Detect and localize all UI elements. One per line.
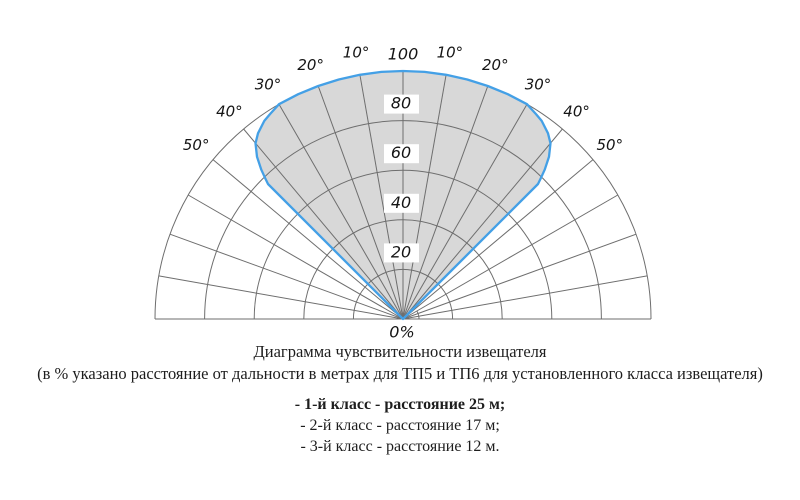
radius-label-box-20 — [384, 243, 419, 263]
angle-gridline-30 — [402, 103, 528, 320]
angle-label-left-20: 20° — [297, 56, 324, 74]
sensitivity-lobe-outline — [254, 69, 552, 321]
chart-title: Диаграмма чувствительности извещателя — [253, 342, 547, 361]
radius-label-box-80 — [384, 94, 419, 114]
angle-gridline--40 — [243, 128, 404, 320]
radius-label-box-40 — [384, 193, 419, 213]
angle-label-right-30: 30° — [525, 76, 552, 94]
class-item-1: - 1-й класс - расстояние 25 м; — [294, 396, 506, 413]
sensitivity-polar-chart: 10° 10° 20° 20° 30° 30° 40° 40° 50° 50° 100 80 60 40 2… — [154, 44, 652, 341]
angle-label-right-50: 50° — [597, 136, 624, 154]
angle-gridline--70 — [169, 233, 404, 320]
angle-label-left-10: 10° — [343, 44, 370, 62]
angle-label-left-50: 50° — [183, 136, 210, 154]
radius-label-20: 20 — [391, 242, 411, 261]
apex-label-100: 100 — [388, 45, 419, 64]
angle-label-left-40: 40° — [216, 103, 243, 121]
angle-gridline-80 — [402, 275, 648, 320]
angle-gridline-40 — [402, 128, 563, 320]
chart-subtitle: (в % указано расстояние от дальности в м… — [37, 364, 763, 383]
angle-gridline-70 — [402, 233, 637, 320]
origin-detail-arc — [416, 310, 420, 320]
angle-gridline--60 — [187, 194, 404, 320]
class-distance-list: - 1-й класс - расстояние 25 м; - 2-й кла… — [0, 394, 800, 457]
caption: Диаграмма чувствительности извещателя (в… — [0, 341, 800, 385]
angle-label-right-10: 10° — [437, 44, 464, 62]
class-item-2: - 2-й класс - расстояние 17 м; — [300, 417, 500, 434]
radius-label-box-60 — [384, 144, 419, 164]
angle-gridline-60 — [402, 194, 619, 320]
angle-gridline-50 — [402, 159, 594, 320]
angle-label-left-30: 30° — [255, 76, 282, 94]
angle-label-right-20: 20° — [482, 56, 509, 74]
angle-gridline--50 — [212, 159, 404, 320]
angle-gridline--20 — [317, 85, 404, 320]
angle-gridline--30 — [278, 103, 404, 320]
angle-gridline-10 — [402, 74, 447, 320]
radius-label-40: 40 — [391, 193, 411, 212]
angle-label-right-40: 40° — [563, 103, 590, 121]
class-item-3: - 3-й класс - расстояние 12 м. — [300, 438, 500, 455]
origin-label: 0% — [389, 323, 414, 341]
radius-label-60: 60 — [391, 143, 411, 162]
angle-gridline--10 — [359, 74, 404, 320]
radius-label-80: 80 — [391, 94, 411, 113]
angle-gridline--80 — [158, 275, 404, 320]
angle-gridline-20 — [402, 85, 489, 320]
